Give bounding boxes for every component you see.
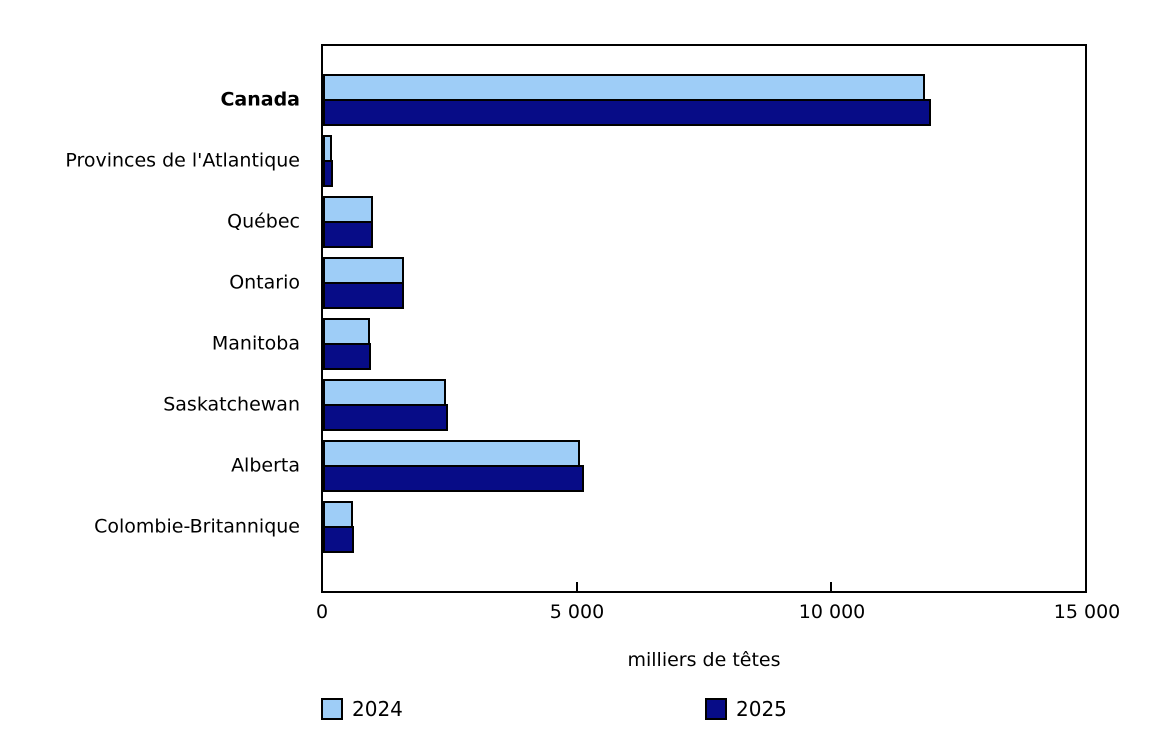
x-axis-tick-10000	[830, 582, 832, 591]
legend-label-2024: 2024	[352, 697, 403, 721]
bar-pair-canada	[323, 74, 931, 126]
plot-area	[321, 44, 1087, 593]
bar-2024-alberta	[323, 440, 580, 467]
bar-2025-provinces-de-l-atlantique	[323, 160, 333, 187]
category-label-canada: Canada	[220, 88, 300, 111]
bar-2024-colombie-britannique	[323, 501, 353, 528]
bar-2025-canada	[323, 99, 931, 126]
bar-pair-manitoba	[323, 318, 371, 370]
category-label-saskatchewan: Saskatchewan	[163, 393, 300, 416]
bar-pair-ontario	[323, 257, 404, 309]
bar-pair-colombie-britannique	[323, 501, 354, 553]
bar-2025-alberta	[323, 465, 584, 492]
x-tick-label-15000: 15 000	[1053, 601, 1121, 623]
legend-item-2024: 2024	[321, 697, 403, 721]
bar-2024-manitoba	[323, 318, 370, 345]
bar-2024-provinces-de-l-atlantique	[323, 135, 332, 162]
bar-2025-quebec	[323, 221, 373, 248]
x-axis-title: milliers de têtes	[627, 649, 781, 671]
legend-swatch-2025	[705, 698, 727, 720]
category-label-quebec: Québec	[227, 210, 300, 233]
x-tick-label-5000: 5 000	[549, 601, 605, 623]
x-tick-label-10000: 10 000	[798, 601, 866, 623]
bar-2024-ontario	[323, 257, 404, 284]
bar-2025-manitoba	[323, 343, 371, 370]
bar-pair-saskatchewan	[323, 379, 448, 431]
bar-2025-colombie-britannique	[323, 526, 354, 553]
bar-2024-quebec	[323, 196, 373, 223]
x-tick-label-0: 0	[315, 601, 329, 623]
bar-2024-saskatchewan	[323, 379, 446, 406]
bar-2025-saskatchewan	[323, 404, 448, 431]
legend-swatch-2024	[321, 698, 343, 720]
bar-2025-ontario	[323, 282, 404, 309]
category-label-manitoba: Manitoba	[211, 332, 300, 355]
category-label-colombie-britannique: Colombie-Britannique	[94, 515, 300, 538]
legend-label-2025: 2025	[736, 697, 787, 721]
x-axis-tick-5000	[576, 582, 578, 591]
legend-item-2025: 2025	[705, 697, 787, 721]
category-label-ontario: Ontario	[229, 271, 300, 294]
category-label-provinces-de-l-atlantique: Provinces de l'Atlantique	[65, 149, 300, 172]
bar-2024-canada	[323, 74, 925, 101]
category-label-alberta: Alberta	[231, 454, 300, 477]
bar-pair-quebec	[323, 196, 373, 248]
bar-pair-alberta	[323, 440, 584, 492]
bar-pair-provinces-de-l-atlantique	[323, 135, 333, 187]
